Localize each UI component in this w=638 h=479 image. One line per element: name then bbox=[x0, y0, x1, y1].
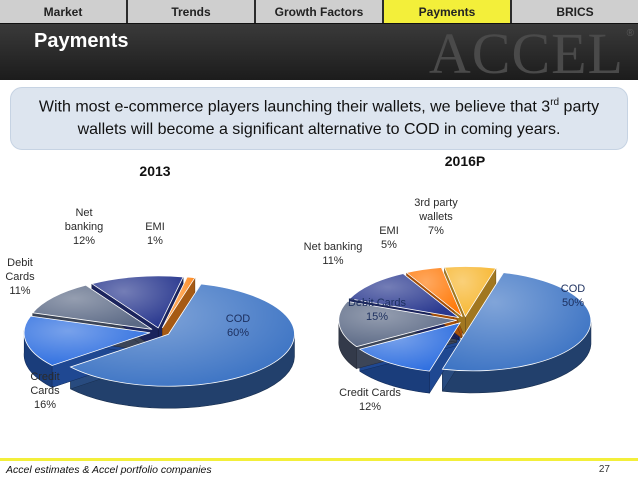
pie-chart-2016p: 2016P COD 50% Credit Cards 12% Debit Cards 15… bbox=[304, 153, 592, 413]
page-title: Payments bbox=[34, 30, 129, 52]
slice-label-pct-net-banking: 11% bbox=[322, 255, 343, 267]
slice-label-pct-net-banking: 12% bbox=[73, 235, 95, 247]
source-note: Accel estimates & Accel portfolio compan… bbox=[6, 464, 212, 476]
slice-label-pct-debit-cards: 15% bbox=[366, 311, 388, 323]
slice-label-debit-cards: Debit Cards 11% bbox=[5, 257, 35, 297]
pie-slice-highlight-debit-cards bbox=[338, 301, 457, 347]
slice-label-cod: COD 60% bbox=[226, 313, 251, 339]
callout-text: With most e-commerce players launching t… bbox=[25, 96, 613, 141]
callout-text-before: With most e-commerce players launching t… bbox=[38, 98, 551, 116]
pie-slice-highlight-credit-cards bbox=[24, 316, 151, 366]
slice-label-3rd-party-wallets: 3rd party wallets 7% bbox=[414, 197, 458, 237]
tab-payments[interactable]: Payments bbox=[384, 0, 512, 23]
slice-label-name-cod-0: COD bbox=[226, 313, 251, 325]
slice-label-pct-credit-cards: 12% bbox=[359, 401, 381, 413]
slide-footer: Accel estimates & Accel portfolio compan… bbox=[0, 458, 638, 479]
slice-label-pct-credit-cards: 16% bbox=[34, 399, 56, 411]
slice-label-net-banking: Net banking 11% bbox=[304, 241, 363, 267]
pie-slice-highlight-cod bbox=[70, 284, 295, 387]
slice-label-credit-cards: Credit Cards 12% bbox=[339, 387, 401, 413]
tab-brics[interactable]: BRICS bbox=[512, 0, 638, 23]
slice-label-name-debit-cards-0: Debit bbox=[7, 257, 33, 269]
slice-label-pct-emi: 5% bbox=[381, 239, 397, 251]
pie-slice-highlight-3rd-party-wallets bbox=[444, 266, 496, 317]
page-number: 27 bbox=[598, 464, 610, 475]
pie-slice-highlight-net-banking bbox=[349, 273, 459, 318]
slice-label-emi: EMI 5% bbox=[379, 225, 399, 251]
slice-label-name-debit-cards-0: Debit Cards bbox=[348, 297, 407, 309]
pie-slice-highlight-net-banking bbox=[91, 275, 184, 328]
pie-chart-2013: 2013 COD 60% Credit Cards 16% Debit Cards 11% Ne… bbox=[5, 163, 295, 411]
slice-label-name-cod-0: COD bbox=[561, 283, 586, 295]
chart-title-2013: 2013 bbox=[139, 163, 170, 179]
pie-charts: 2013 COD60%CreditCards16%DebitCards11%Ne… bbox=[5, 153, 592, 413]
slice-label-debit-cards: Debit Cards 15% bbox=[348, 297, 407, 323]
slice-label-name-debit-cards-1: Cards bbox=[5, 271, 35, 283]
section-nav: Market Trends Growth Factors Payments BR… bbox=[0, 0, 638, 24]
tab-market[interactable]: Market bbox=[0, 0, 128, 23]
slice-label-name-net-banking-0: Net bbox=[75, 207, 92, 219]
slice-label-name-3rd-party-wallets-1: wallets bbox=[418, 211, 453, 223]
tab-growth-factors[interactable]: Growth Factors bbox=[256, 0, 384, 23]
insight-callout: With most e-commerce players launching t… bbox=[10, 87, 628, 150]
slice-label-pct-debit-cards: 11% bbox=[9, 285, 30, 297]
accel-logo: ACCEL bbox=[428, 24, 624, 81]
slice-label-name-credit-cards-0: Credit bbox=[30, 371, 59, 383]
registered-mark: ® bbox=[626, 28, 634, 39]
slice-label-pct-cod: 60% bbox=[227, 327, 249, 339]
slice-label-net-banking: Net banking 12% bbox=[65, 207, 104, 247]
slice-label-name-emi-0: EMI bbox=[379, 225, 399, 237]
pie-slice-highlight-credit-cards bbox=[359, 322, 461, 372]
callout-text-after: party wallets will become a significant … bbox=[77, 98, 600, 138]
pie-slice-highlight-cod bbox=[442, 272, 591, 371]
slice-label-pct-cod: 50% bbox=[562, 297, 584, 309]
slice-label-credit-cards: Credit Cards 16% bbox=[30, 371, 60, 411]
slice-label-pct-3rd-party-wallets: 7% bbox=[428, 225, 444, 237]
slice-label-name-net-banking-0: Net banking bbox=[304, 241, 363, 253]
slice-label-name-emi-0: EMI bbox=[145, 221, 165, 233]
pie-slice-highlight-debit-cards bbox=[32, 285, 153, 330]
slice-label-emi: EMI 1% bbox=[145, 221, 165, 247]
slice-label-name-net-banking-1: banking bbox=[65, 221, 104, 233]
callout-superscript: rd bbox=[550, 96, 560, 108]
slide-header: Payments ACCEL ® bbox=[0, 24, 638, 80]
slice-label-name-credit-cards-1: Cards bbox=[30, 385, 60, 397]
pie-slice-highlight-emi bbox=[406, 267, 463, 317]
slice-label-pct-emi: 1% bbox=[147, 235, 163, 247]
chart-title-2016p: 2016P bbox=[445, 153, 485, 169]
slice-label-cod: COD 50% bbox=[561, 283, 586, 309]
slice-label-name-3rd-party-wallets-0: 3rd party bbox=[414, 197, 458, 209]
slice-label-name-credit-cards-0: Credit Cards bbox=[339, 387, 401, 399]
tab-trends[interactable]: Trends bbox=[128, 0, 256, 23]
pie-slice-highlight-emi bbox=[162, 276, 195, 328]
